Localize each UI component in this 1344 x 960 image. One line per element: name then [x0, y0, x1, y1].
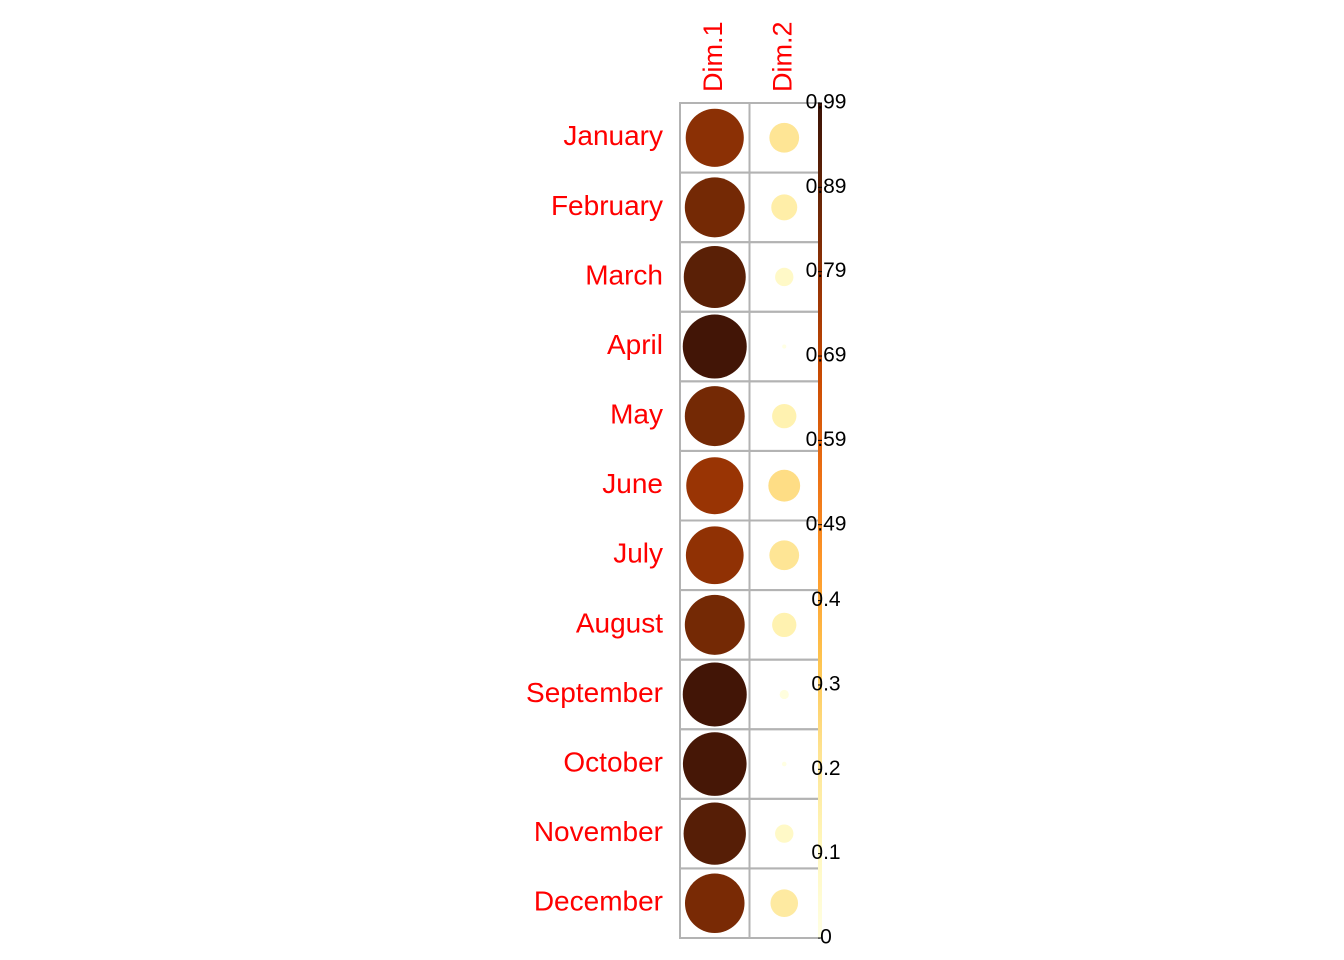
circle-mark — [769, 122, 800, 153]
row-label: February — [551, 190, 663, 221]
circle-mark — [684, 177, 745, 238]
colorbar-tick-label: 0 — [820, 926, 832, 949]
column-label: Dim.1 — [698, 21, 728, 92]
row-label: June — [602, 468, 663, 499]
circle-mark — [775, 824, 794, 843]
circle-mark — [771, 194, 798, 221]
circle-mark — [772, 612, 797, 638]
row-label: July — [613, 538, 663, 569]
row-label: April — [607, 329, 663, 360]
circle-mark — [782, 344, 787, 349]
circle-mark — [775, 267, 794, 287]
colorbar-tick-label: 0.69 — [806, 344, 847, 367]
circle-mark — [684, 873, 745, 933]
circle-mark — [683, 245, 746, 308]
colorbar-tick-label: 0.2 — [811, 757, 840, 780]
row-label: May — [610, 399, 663, 430]
color-bar — [818, 103, 822, 938]
circle-mark — [685, 526, 744, 585]
colorbar-tick-label: 0.99 — [806, 91, 847, 114]
circle-mark — [685, 108, 744, 167]
column-label: Dim.2 — [767, 21, 797, 92]
circle-mark — [683, 802, 746, 865]
circle-mark — [769, 540, 800, 571]
circle-mark — [779, 689, 789, 700]
circle-mark — [684, 594, 745, 655]
circle-mark — [770, 889, 799, 917]
row-label: August — [576, 607, 663, 638]
colorbar-tick-label: 0.89 — [806, 175, 847, 198]
circle-mark — [682, 662, 747, 727]
colorbar-tick-label: 0.79 — [806, 259, 847, 282]
circle-mark — [684, 386, 745, 447]
colorbar-tick-label: 0.1 — [811, 841, 840, 864]
row-label: December — [534, 886, 663, 917]
circle-mark — [682, 732, 747, 796]
row-label: March — [585, 259, 663, 290]
colorbar-tick-label: 0.49 — [806, 512, 847, 535]
row-label: October — [563, 746, 663, 777]
colorbar-tick-label: 0.4 — [811, 588, 841, 611]
row-label: November — [534, 816, 663, 847]
circle-mark — [686, 457, 744, 515]
circle-mark — [781, 761, 787, 767]
circle-mark — [682, 314, 747, 379]
colorbar-tick-label: 0.59 — [806, 428, 847, 451]
colorbar-tick-label: 0.3 — [811, 673, 840, 696]
row-label: September — [526, 677, 663, 708]
circle-mark — [772, 403, 797, 429]
circle-mark — [768, 469, 801, 502]
row-label: January — [563, 120, 663, 151]
